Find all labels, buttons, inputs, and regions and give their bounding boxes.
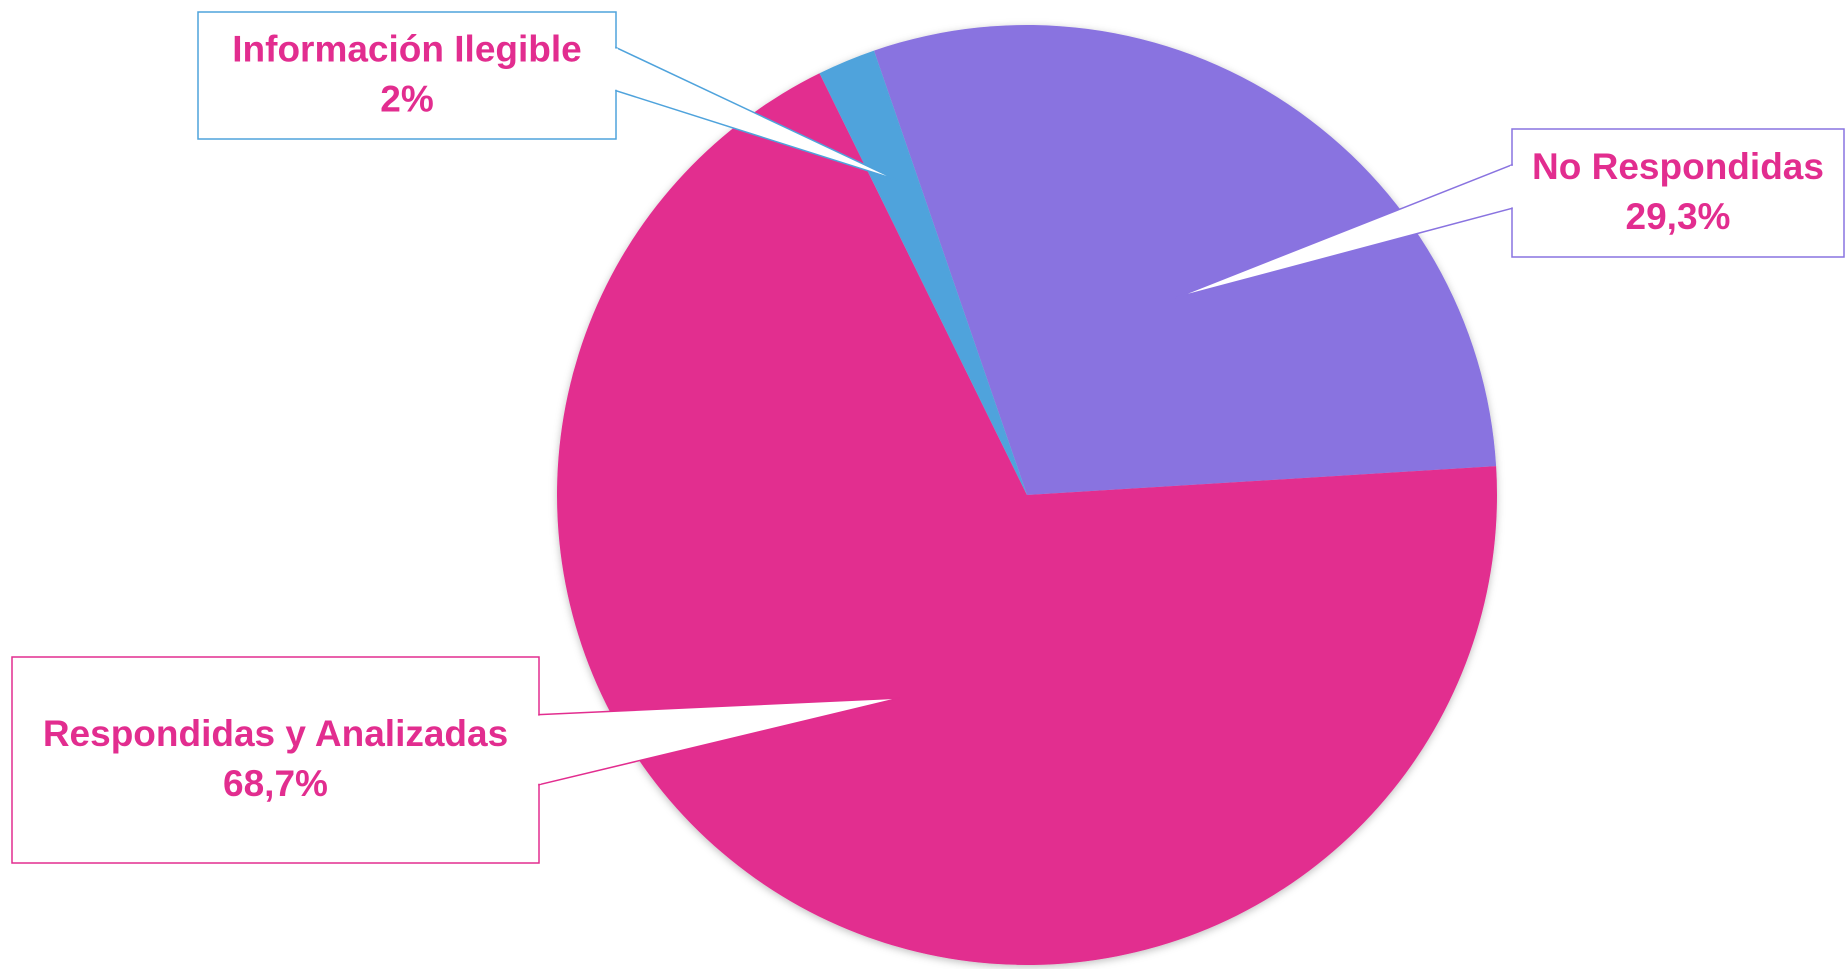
slice-label: Respondidas y Analizadas [43,713,508,754]
slice-label: Información Ilegible [232,28,582,69]
slice-label: No Respondidas [1532,146,1824,187]
callouts: No Respondidas 29,3% Respondidas y Analiza… [11,11,1845,864]
pie-slice [819,50,1027,496]
slice-value-label: 2% [380,78,433,119]
callout-box [1511,128,1845,258]
slice-value-label: 29,3% [1626,196,1731,237]
callout-box [197,11,617,140]
pie-slice [873,25,1497,496]
pie-slice [556,73,1497,965]
slice-value-label: 68,7% [223,763,328,804]
callout-box [11,656,540,864]
pie [556,25,1497,965]
